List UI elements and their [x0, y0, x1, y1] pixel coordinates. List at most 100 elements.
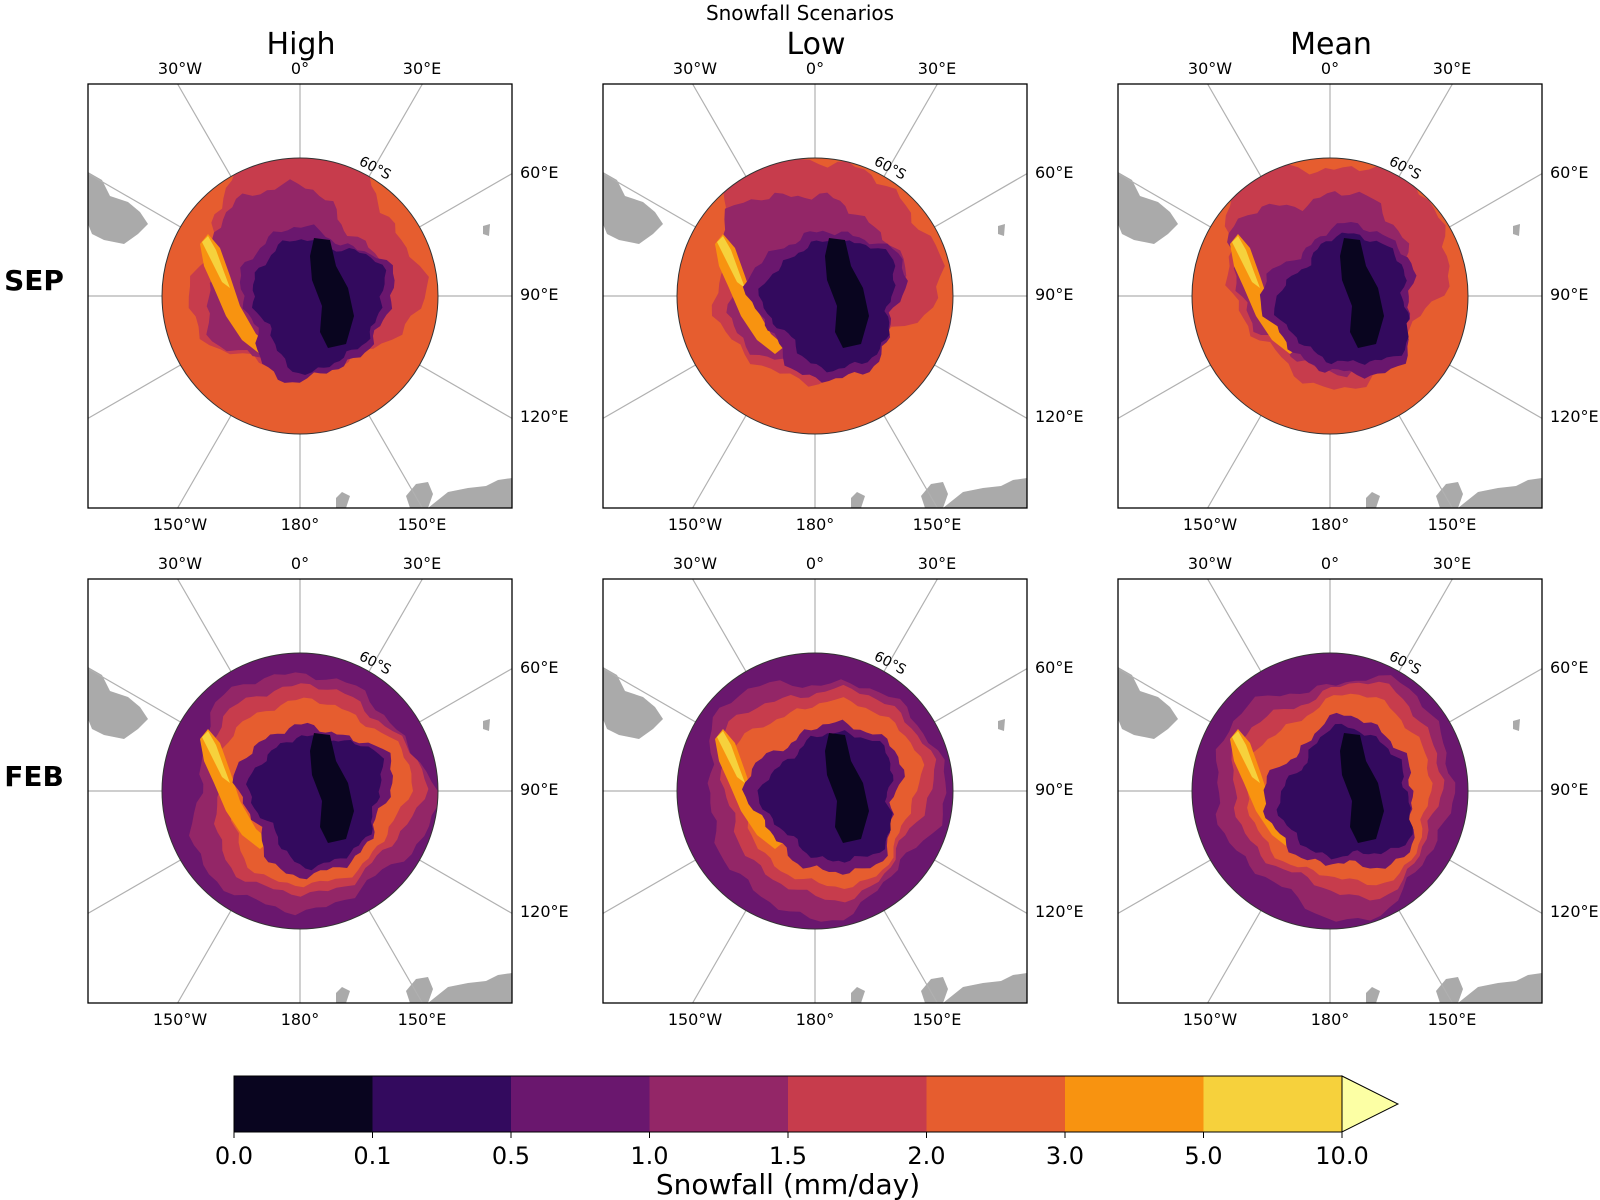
longitude-label-right: 90°E	[520, 285, 558, 304]
longitude-label-bottom: 180°	[796, 1010, 835, 1029]
meridian-gridline	[87, 859, 181, 914]
landmass-island	[1436, 977, 1463, 1003]
colorbar-tick-label: 0.5	[492, 1142, 530, 1170]
longitude-label-bottom: 150°W	[153, 515, 208, 534]
contour-fill	[310, 238, 354, 348]
colorbar-bin	[1203, 1076, 1343, 1132]
longitude-label-bottom: 180°	[281, 515, 320, 534]
map-boundary	[676, 652, 954, 930]
map-boundary	[1191, 157, 1469, 435]
meridian-gridline	[419, 668, 513, 723]
snowfall-contour-field	[677, 158, 953, 434]
contour-fill	[1232, 236, 1260, 288]
landmass-island	[406, 977, 433, 1003]
meridian-gridline	[1117, 364, 1211, 419]
longitude-label-right: 60°E	[1035, 658, 1073, 677]
meridian-gridline	[1398, 910, 1453, 1004]
landmass-south-america	[88, 172, 148, 244]
longitude-label-top: 0°	[1321, 59, 1339, 78]
longitude-label-right: 60°E	[520, 658, 558, 677]
column-title-mean: Mean	[1290, 27, 1372, 62]
meridian-gridline	[1449, 668, 1543, 723]
meridian-gridline	[177, 910, 232, 1004]
meridian-gridline	[368, 910, 423, 1004]
map-frame	[87, 578, 513, 1004]
contour-fill	[1340, 238, 1384, 348]
meridian-gridline	[602, 364, 696, 419]
longitude-label-bottom: 150°W	[153, 1010, 208, 1029]
longitude-label-top: 0°	[291, 59, 309, 78]
colorbar-tick-label: 10.0	[1315, 1142, 1368, 1170]
longitude-label-top: 30°E	[1433, 554, 1471, 573]
landmass-island	[1436, 482, 1463, 508]
landmass-island	[1513, 719, 1520, 731]
longitude-label-right: 120°E	[520, 407, 569, 426]
longitude-label-top: 30°W	[673, 554, 717, 573]
meridian-gridline	[883, 415, 938, 509]
colorbar-tick-label: 1.5	[769, 1142, 807, 1170]
row-label-feb: FEB	[4, 760, 64, 793]
contour-fill	[1340, 733, 1384, 843]
landmass-island	[921, 977, 948, 1003]
longitude-label-top: 30°E	[918, 554, 956, 573]
landmass-south-america	[603, 667, 663, 739]
longitude-label-right: 120°E	[1035, 902, 1084, 921]
column-title-high: High	[267, 27, 336, 62]
landmass-south-america	[1118, 667, 1178, 739]
map-frame	[87, 83, 513, 509]
longitude-label-top: 30°W	[673, 59, 717, 78]
landmass-australia	[428, 478, 512, 508]
landmass-australia	[428, 973, 512, 1003]
map-boundary	[161, 157, 439, 435]
colorbar-extension	[1341, 1075, 1400, 1133]
longitude-label-top: 30°W	[158, 59, 202, 78]
contour-fill	[825, 733, 869, 843]
landmass-island	[921, 482, 948, 508]
meridian-gridline	[419, 364, 513, 419]
longitude-label-right: 90°E	[520, 780, 558, 799]
landmass-australia	[1458, 973, 1542, 1003]
colorbar-bin	[234, 1076, 373, 1132]
meridian-gridline	[368, 415, 423, 509]
longitude-label-bottom: 180°	[1311, 1010, 1350, 1029]
landmass-south-america	[1118, 172, 1178, 244]
colorbar-bin	[511, 1076, 650, 1132]
longitude-label-top: 30°W	[1188, 554, 1232, 573]
meridian-gridline	[934, 859, 1028, 914]
map-frame	[1117, 83, 1543, 509]
landmass-island	[1366, 492, 1380, 508]
longitude-label-right: 60°E	[1550, 163, 1588, 182]
landmass-island	[1366, 987, 1380, 1003]
map-frame	[602, 83, 1028, 509]
longitude-label-right: 120°E	[520, 902, 569, 921]
longitude-label-bottom: 150°E	[1428, 515, 1477, 534]
meridian-gridline	[177, 83, 232, 177]
meridian-gridline	[87, 668, 181, 723]
meridian-gridline	[1449, 859, 1543, 914]
longitude-label-right: 60°E	[520, 163, 558, 182]
colorbar-tick-label: 0.1	[353, 1142, 391, 1170]
longitude-label-right: 120°E	[1035, 407, 1084, 426]
longitude-label-bottom: 150°E	[913, 515, 962, 534]
figure-title: Snowfall Scenarios	[706, 1, 894, 25]
meridian-gridline	[1117, 173, 1211, 228]
contour-fill	[310, 733, 354, 843]
meridian-gridline	[1207, 910, 1262, 1004]
longitude-label-bottom: 150°E	[1428, 1010, 1477, 1029]
meridian-gridline	[1398, 578, 1453, 672]
meridian-gridline	[1449, 173, 1543, 228]
contour-fill	[1232, 731, 1260, 783]
snowfall-contour-field	[162, 653, 438, 929]
meridian-gridline	[692, 578, 747, 672]
longitude-label-top: 30°E	[1433, 59, 1471, 78]
longitude-label-bottom: 180°	[1311, 515, 1350, 534]
longitude-label-bottom: 150°W	[1183, 1010, 1238, 1029]
meridian-gridline	[1449, 364, 1543, 419]
longitude-label-right: 90°E	[1550, 780, 1588, 799]
meridian-gridline	[368, 83, 423, 177]
landmass-island	[336, 987, 350, 1003]
meridian-gridline	[87, 173, 181, 228]
landmass-island	[998, 719, 1005, 731]
